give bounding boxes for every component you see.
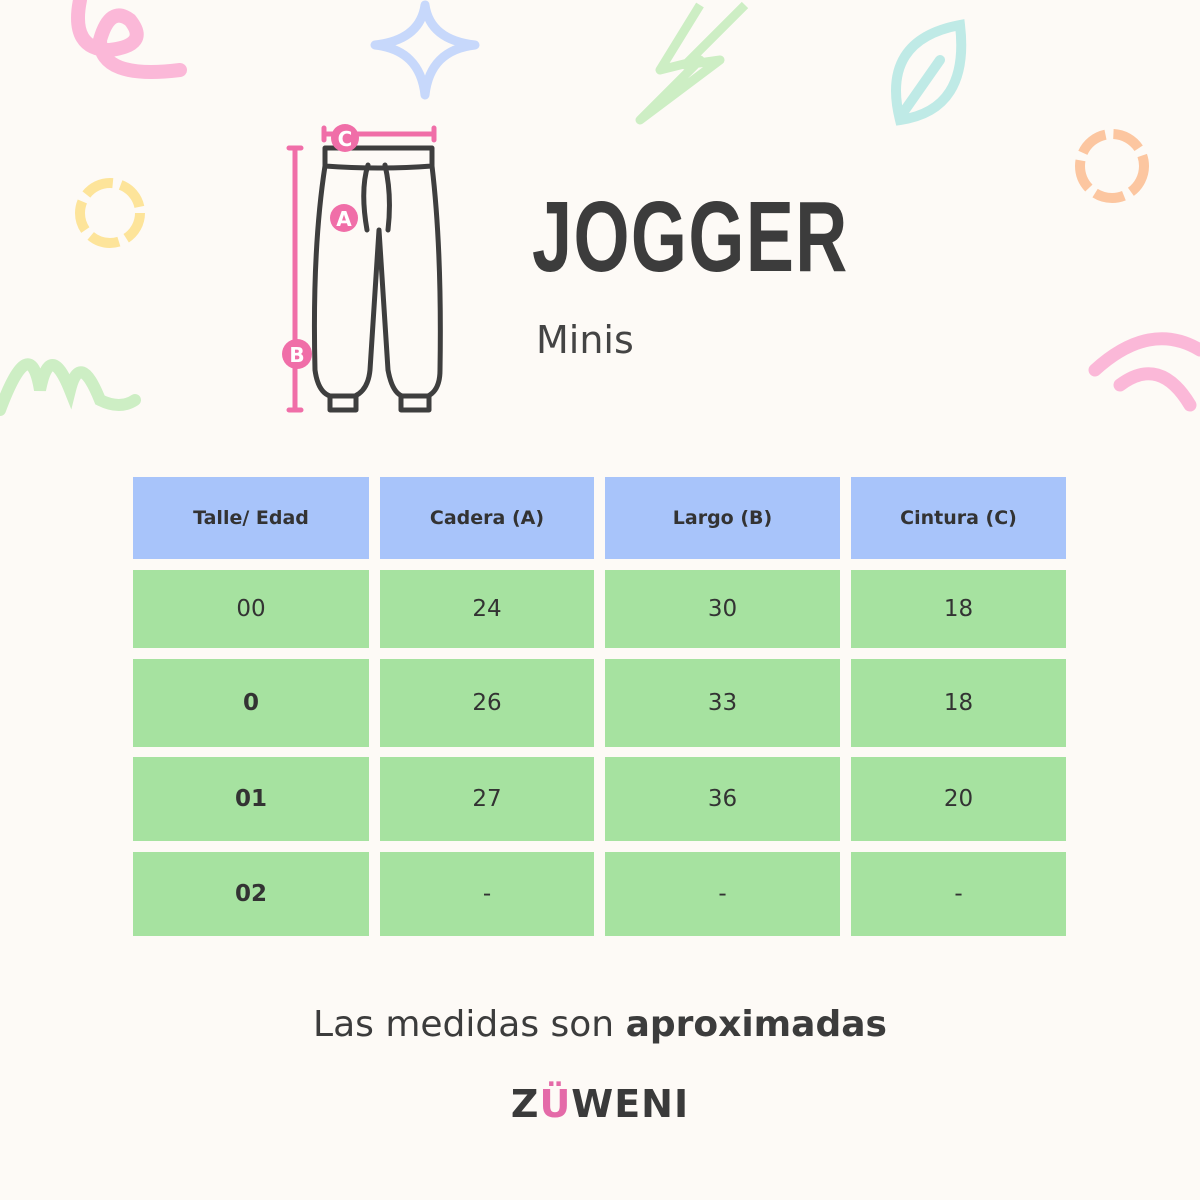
- leaf-icon: [891, 19, 967, 126]
- label-c: C: [338, 127, 353, 151]
- table-cell: 36: [605, 757, 840, 841]
- table-cell: 20: [851, 757, 1066, 841]
- sparkle-icon: [370, 0, 480, 100]
- table-header: Talle/ Edad: [133, 477, 369, 559]
- page-subtitle: Minis: [536, 318, 634, 362]
- flower-icon: [75, 178, 145, 248]
- rainbow-doodle: [1088, 332, 1200, 412]
- table-cell: 01: [133, 757, 369, 841]
- table-cell: 24: [380, 570, 594, 648]
- table-cell: 18: [851, 570, 1066, 648]
- table-cell: -: [851, 852, 1066, 936]
- jogger-diagram: [286, 125, 443, 413]
- logo-part: Z: [510, 1082, 540, 1126]
- table-cell: 26: [380, 659, 594, 747]
- brand-logo: ZÜWENI: [0, 1082, 1200, 1126]
- note-regular: Las medidas son: [313, 1004, 626, 1045]
- table-cell: 27: [380, 757, 594, 841]
- table-cell: -: [605, 852, 840, 936]
- table-header: Cadera (A): [380, 477, 594, 559]
- page-title: JOGGER: [532, 181, 849, 293]
- table-cell: 00: [133, 570, 369, 648]
- disclaimer-note: Las medidas son aproximadas: [0, 1004, 1200, 1045]
- lightning-icon: [635, 1, 749, 125]
- note-bold: aproximadas: [625, 1004, 887, 1045]
- swirl-doodle: [71, 0, 187, 79]
- logo-part: Ü: [539, 1082, 572, 1126]
- table-header: Largo (B): [605, 477, 840, 559]
- table-cell: 0: [133, 659, 369, 747]
- loops-doodle: [0, 358, 141, 416]
- table-header: Cintura (C): [851, 477, 1066, 559]
- table-cell: 30: [605, 570, 840, 648]
- logo-part: WENI: [571, 1082, 690, 1126]
- label-b: B: [289, 343, 304, 367]
- label-a: A: [336, 207, 352, 231]
- table-cell: 02: [133, 852, 369, 936]
- table-cell: -: [380, 852, 594, 936]
- flower-icon: [1075, 129, 1149, 203]
- table-cell: 33: [605, 659, 840, 747]
- table-cell: 18: [851, 659, 1066, 747]
- decorations: C A B: [0, 0, 1200, 416]
- measure-markers: C A B: [282, 124, 359, 369]
